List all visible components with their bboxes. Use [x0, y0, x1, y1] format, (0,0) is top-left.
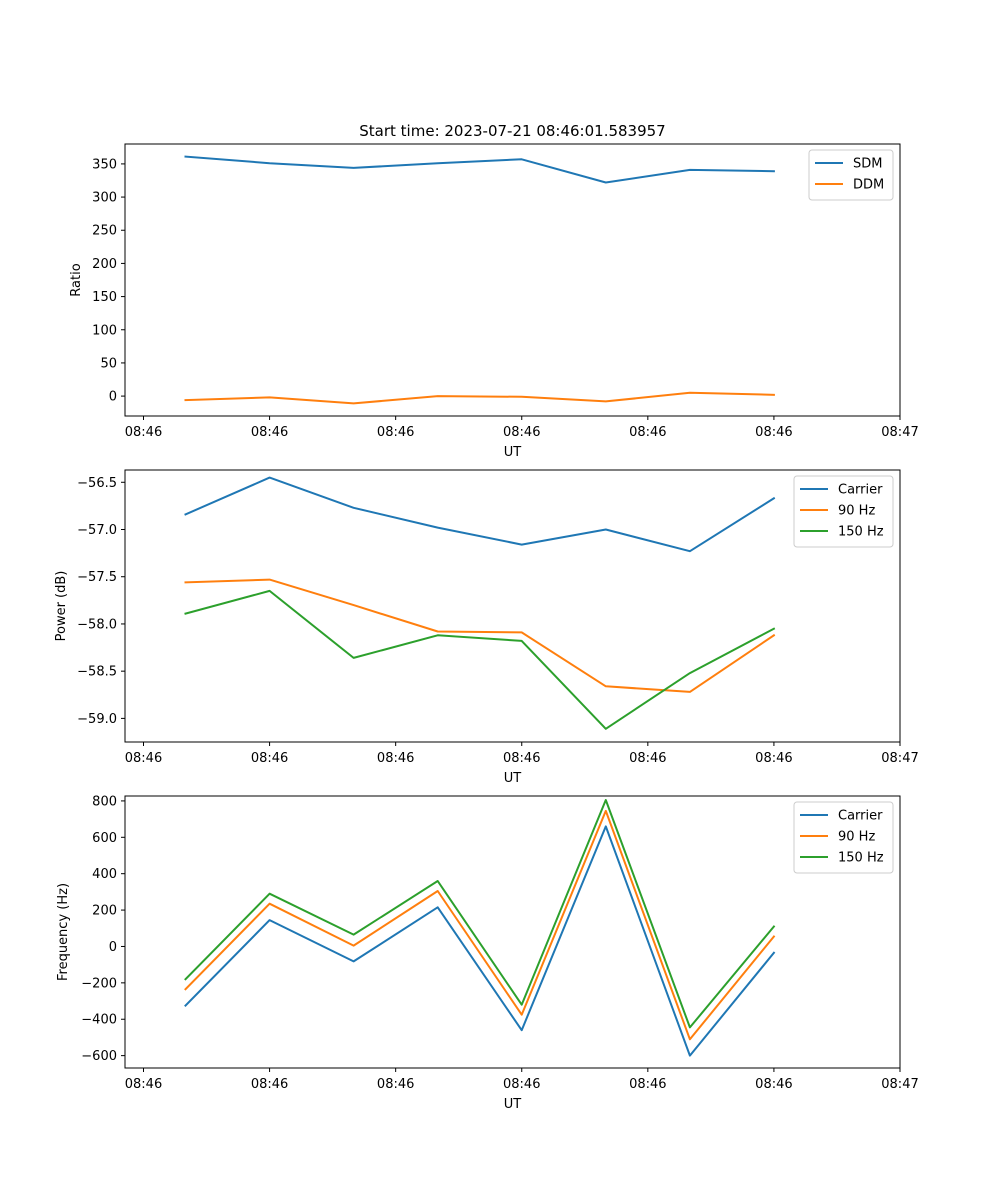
power-x-tick-label: 08:46 [503, 751, 540, 766]
power-legend-label-90-hz: 90 Hz [838, 504, 875, 519]
frequency-series-150-hz-line [184, 799, 776, 1029]
power-y-tick-label: −56.5 [77, 476, 117, 491]
frequency-series-90-hz-line [184, 809, 776, 1041]
frequency-y-tick-label: 200 [92, 904, 117, 919]
ratio-y-tick-label: 250 [92, 224, 117, 239]
ratio-y-tick-label: 350 [92, 157, 117, 172]
ratio-y-tick-label: 300 [92, 191, 117, 206]
ratio-x-tick-label: 08:46 [125, 425, 162, 440]
ratio-x-tick-label: 08:46 [755, 425, 792, 440]
power-x-tick-label: 08:47 [881, 751, 918, 766]
ratio-y-tick-label: 100 [92, 323, 117, 338]
ratio-series-lines [184, 155, 775, 405]
power-y-tick-label: −57.5 [77, 570, 117, 585]
ratio-y-tick-label: 150 [92, 290, 117, 305]
power-y-tick-label: −58.5 [77, 665, 117, 680]
ratio-x-tick-label: 08:46 [629, 425, 666, 440]
power-legend-label-carrier: Carrier [838, 483, 883, 498]
frequency-x-tick-label: 08:46 [377, 1077, 414, 1092]
chart-title: Start time: 2023-07-21 08:46:01.583957 [359, 122, 665, 140]
ratio-x-tick-label: 08:46 [377, 425, 414, 440]
frequency-legend-label-carrier: Carrier [838, 809, 883, 824]
ratio-y-tick-label: 200 [92, 257, 117, 272]
frequency-y-tick-label: −400 [81, 1013, 117, 1028]
frequency-legend-label-90-hz: 90 Hz [838, 830, 875, 845]
frequency-y-tick-label: 0 [109, 940, 117, 955]
frequency-axis-ticks: 08:46 08:46 08:46 08:46 08:46 08:46 08:47 800 60… [81, 794, 918, 1092]
ratio-legend-label-ddm: DDM [853, 178, 884, 193]
ratio-x-tick-label: 08:47 [881, 425, 918, 440]
power-legend-box [793, 475, 894, 548]
frequency-y-tick-label: −600 [81, 1049, 117, 1064]
ratio-axis-ticks: 08:46 08:46 08:46 08:46 08:46 08:46 08:47 0 50 10… [92, 157, 919, 440]
power-x-tick-label: 08:46 [629, 751, 666, 766]
ratio-x-tick-label: 08:46 [251, 425, 288, 440]
power-legend: Carrier 90 Hz 150 Hz [793, 475, 894, 548]
ratio-series-sdm-line [184, 155, 775, 184]
power-y-axis-label: Power (dB) [54, 571, 69, 642]
power-axes-frame [124, 469, 901, 743]
power-y-tick-label: −58.0 [77, 617, 117, 632]
frequency-legend-label-150-hz: 150 Hz [838, 851, 884, 866]
ratio-axes-frame [124, 143, 901, 417]
power-series-90-hz-line [184, 578, 776, 693]
ratio-x-axis-label: UT [504, 445, 522, 460]
power-panel: 08:46 08:46 08:46 08:46 08:46 08:46 08:47 −56.5… [54, 469, 919, 786]
ratio-legend-label-sdm: SDM [853, 157, 882, 172]
frequency-x-tick-label: 08:46 [755, 1077, 792, 1092]
power-x-tick-label: 08:46 [377, 751, 414, 766]
power-axis-ticks: 08:46 08:46 08:46 08:46 08:46 08:46 08:47 −56.5… [77, 476, 919, 766]
frequency-legend-box [793, 801, 894, 874]
ratio-y-tick-label: 50 [100, 356, 117, 371]
power-y-tick-label: −57.0 [77, 523, 117, 538]
ratio-panel: Start time: 2023-07-21 08:46:01.583957 0… [69, 122, 919, 460]
ratio-x-tick-label: 08:46 [503, 425, 540, 440]
power-series-150-hz-line [184, 589, 776, 730]
frequency-panel: 08:46 08:46 08:46 08:46 08:46 08:46 08:47 800 60… [56, 794, 919, 1112]
frequency-y-tick-label: 600 [92, 831, 117, 846]
power-series-carrier-line [184, 476, 776, 553]
frequency-x-tick-label: 08:46 [125, 1077, 162, 1092]
frequency-series-lines [184, 799, 776, 1057]
frequency-axes-frame [124, 795, 901, 1069]
power-legend-label-150-hz: 150 Hz [838, 525, 884, 540]
ratio-legend: SDM DDM [808, 149, 894, 201]
frequency-x-tick-label: 08:46 [629, 1077, 666, 1092]
frequency-y-tick-label: 800 [92, 794, 117, 809]
power-x-axis-label: UT [504, 771, 522, 786]
ratio-series-ddm-line [184, 391, 775, 405]
ratio-y-axis-label: Ratio [69, 263, 84, 296]
ratio-y-tick-label: 0 [109, 390, 117, 405]
frequency-x-tick-label: 08:46 [503, 1077, 540, 1092]
frequency-x-tick-label: 08:46 [251, 1077, 288, 1092]
frequency-x-axis-label: UT [504, 1097, 522, 1112]
power-x-tick-label: 08:46 [251, 751, 288, 766]
power-series-lines [184, 476, 776, 730]
frequency-y-tick-label: −200 [81, 976, 117, 991]
frequency-y-tick-label: 400 [92, 867, 117, 882]
frequency-x-tick-label: 08:47 [881, 1077, 918, 1092]
power-x-tick-label: 08:46 [755, 751, 792, 766]
frequency-series-carrier-line [184, 825, 776, 1057]
frequency-legend: Carrier 90 Hz 150 Hz [793, 801, 894, 874]
frequency-y-axis-label: Frequency (Hz) [56, 883, 71, 981]
power-x-tick-label: 08:46 [125, 751, 162, 766]
power-y-tick-label: −59.0 [77, 712, 117, 727]
